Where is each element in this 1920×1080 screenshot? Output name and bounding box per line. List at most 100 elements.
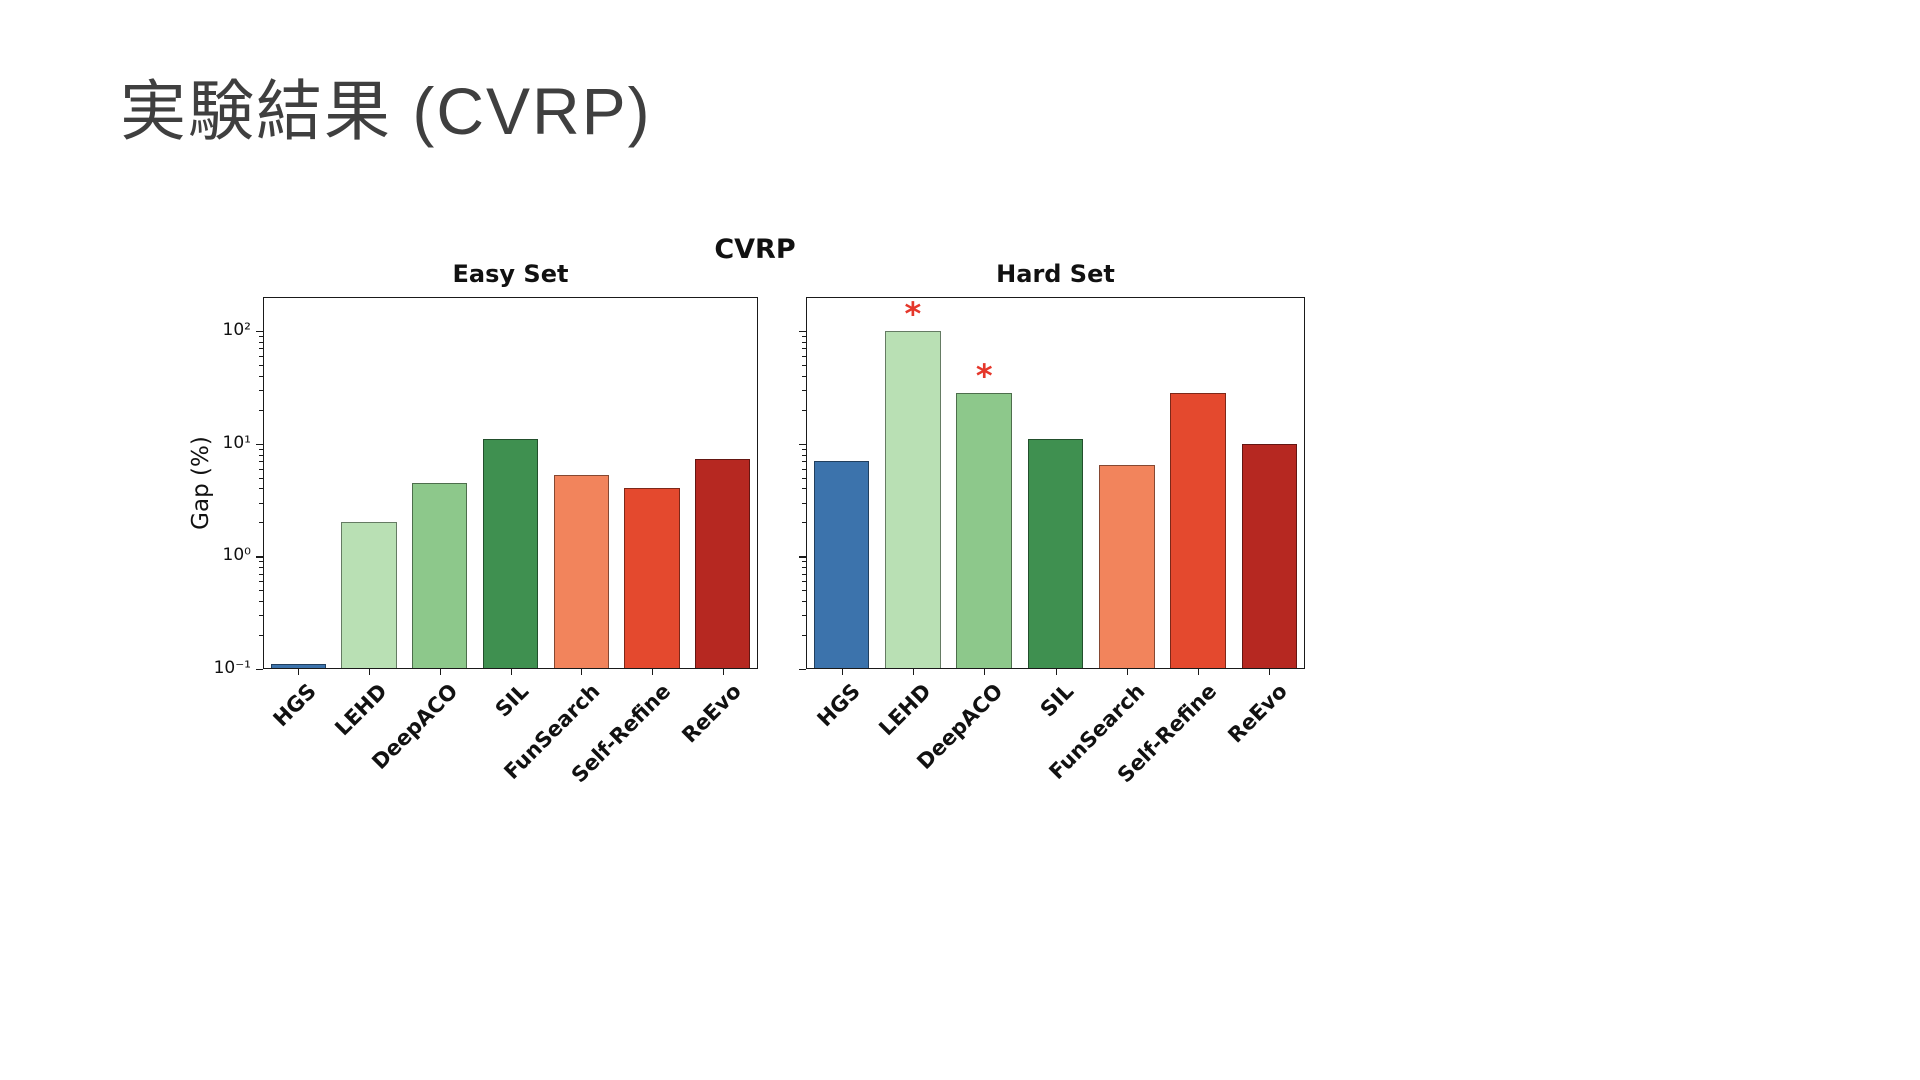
x-tick bbox=[984, 669, 986, 675]
y-tick-major bbox=[256, 330, 263, 333]
y-tick-minor bbox=[259, 454, 263, 456]
significance-star: * bbox=[975, 357, 993, 396]
y-tick-minor bbox=[259, 375, 263, 377]
bar-sil bbox=[1027, 438, 1084, 669]
y-tick-minor bbox=[802, 488, 806, 490]
y-tick-minor bbox=[802, 409, 806, 411]
x-tick bbox=[369, 669, 371, 675]
x-tick bbox=[841, 669, 843, 675]
y-tick-major bbox=[799, 669, 806, 671]
y-tick-label: 10¹ bbox=[222, 432, 251, 453]
x-tick-label: LEHD bbox=[874, 679, 936, 741]
y-tick-minor bbox=[259, 601, 263, 603]
bar-funsearch bbox=[553, 474, 609, 669]
y-tick-minor bbox=[259, 561, 263, 563]
bar-lehd bbox=[341, 522, 397, 669]
y-tick-label: 10² bbox=[222, 319, 251, 340]
y-tick-major bbox=[256, 443, 263, 445]
y-tick-minor bbox=[802, 375, 806, 377]
x-tick-label: LEHD bbox=[330, 679, 393, 741]
y-tick-minor bbox=[802, 477, 806, 479]
x-tick-label: SIL bbox=[1035, 679, 1079, 722]
bar-reevo bbox=[1241, 443, 1298, 669]
y-tick-minor bbox=[802, 615, 806, 617]
y-tick-minor bbox=[259, 355, 263, 357]
y-tick-minor bbox=[802, 364, 806, 366]
y-tick-minor bbox=[259, 336, 263, 338]
cvrp-figure: CVRP Easy Set HGS LEHD DeepACO SIL FunSearch Se… bbox=[188, 230, 1315, 830]
x-tick bbox=[1055, 669, 1057, 675]
x-tick bbox=[912, 669, 914, 675]
y-tick-minor bbox=[802, 561, 806, 563]
y-tick-minor bbox=[259, 468, 263, 470]
x-tick-label: HGS bbox=[812, 679, 865, 732]
y-tick-major bbox=[799, 443, 806, 445]
bar-hgs bbox=[270, 664, 326, 669]
x-tick bbox=[298, 669, 300, 675]
y-tick-minor bbox=[259, 488, 263, 490]
y-tick-minor bbox=[802, 581, 806, 583]
bar-hgs bbox=[813, 461, 870, 669]
y-tick-minor bbox=[259, 615, 263, 617]
bar-reevo bbox=[695, 459, 751, 669]
y-tick-minor bbox=[259, 567, 263, 569]
x-tick-label: ReEvo bbox=[677, 679, 746, 748]
y-tick-minor bbox=[259, 389, 263, 391]
y-tick-major bbox=[256, 556, 263, 558]
bar-funsearch bbox=[1098, 464, 1155, 669]
y-tick-minor bbox=[802, 522, 806, 524]
y-axis-label: Gap (%) bbox=[188, 436, 214, 530]
bar-lehd bbox=[885, 330, 941, 669]
y-tick-minor bbox=[802, 461, 806, 463]
bar-self-refine bbox=[624, 488, 680, 669]
y-tick-minor bbox=[802, 468, 806, 470]
slide-title: 実験結果 (CVRP) bbox=[120, 74, 652, 148]
y-tick-minor bbox=[259, 461, 263, 463]
y-tick-minor bbox=[259, 590, 263, 592]
x-tick-label: SIL bbox=[490, 679, 534, 722]
y-tick-minor bbox=[802, 448, 806, 450]
subplot-title: Easy Set bbox=[452, 260, 569, 288]
y-tick-minor bbox=[259, 477, 263, 479]
significance-star: * bbox=[904, 294, 922, 333]
y-tick-label: 10⁰ bbox=[222, 545, 251, 566]
y-tick-minor bbox=[802, 336, 806, 338]
y-tick-major bbox=[799, 556, 806, 558]
x-tick bbox=[1198, 669, 1200, 675]
y-tick-minor bbox=[802, 635, 806, 637]
x-tick-label: ReEvo bbox=[1223, 679, 1293, 748]
y-tick-minor bbox=[802, 454, 806, 456]
y-tick-minor bbox=[259, 522, 263, 524]
y-tick-major bbox=[799, 330, 806, 333]
y-tick-minor bbox=[802, 355, 806, 357]
x-tick bbox=[722, 669, 724, 675]
bar-deepaco bbox=[412, 482, 468, 669]
bar-sil bbox=[482, 438, 539, 669]
y-tick-minor bbox=[802, 601, 806, 603]
y-tick-label: 10⁻¹ bbox=[213, 658, 251, 678]
y-tick-minor bbox=[802, 502, 806, 504]
y-tick-major bbox=[256, 669, 263, 671]
bar-deepaco bbox=[956, 393, 1012, 669]
y-tick-minor bbox=[802, 341, 806, 343]
figure-suptitle: CVRP bbox=[714, 234, 796, 265]
x-tick bbox=[581, 669, 583, 675]
x-tick-label: HGS bbox=[269, 679, 322, 732]
x-tick bbox=[1126, 669, 1128, 675]
y-tick-minor bbox=[802, 567, 806, 569]
subplot-title: Hard Set bbox=[996, 260, 1115, 288]
x-tick bbox=[1269, 669, 1271, 675]
y-tick-minor bbox=[259, 581, 263, 583]
y-tick-minor bbox=[259, 448, 263, 450]
x-tick bbox=[510, 669, 512, 675]
bar-self-refine bbox=[1170, 393, 1226, 669]
y-tick-minor bbox=[259, 348, 263, 350]
y-tick-minor bbox=[802, 573, 806, 575]
y-tick-minor bbox=[802, 348, 806, 350]
x-tick bbox=[651, 669, 653, 675]
y-tick-minor bbox=[259, 364, 263, 366]
y-tick-minor bbox=[259, 409, 263, 411]
y-tick-minor bbox=[802, 389, 806, 391]
y-tick-minor bbox=[259, 502, 263, 504]
